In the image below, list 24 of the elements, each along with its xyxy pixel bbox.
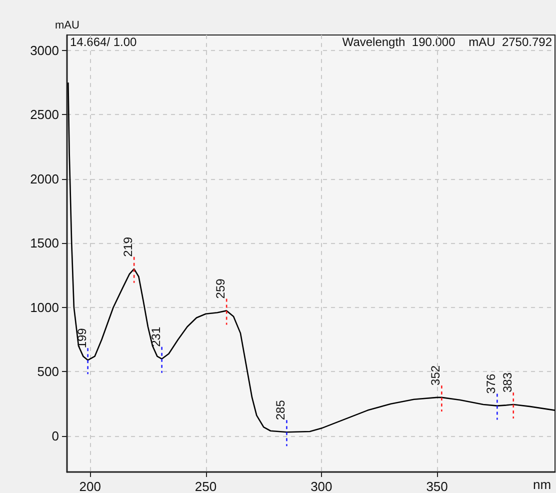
line-series [68,82,556,433]
annotation: 14.664/ 1.00 [70,35,138,49]
x-axis-title: nm [533,477,552,492]
y-tick-label: 2500 [30,107,59,122]
annotation: 259 [214,278,228,299]
annotation: 352 [428,365,443,386]
annotation: 231 [148,326,163,347]
y-tick-label: 2000 [30,171,59,186]
x-tick-label: 200 [79,479,101,493]
x-tick-label: 300 [310,479,332,493]
y-tick-label: 500 [37,364,59,380]
annotation: 199 [74,328,89,348]
annotation: 219 [121,236,136,257]
annotation: 376 [484,373,498,394]
annotation: Wavelength 190.000 mAU 2750.792 [342,35,552,49]
annotation: 383 [500,372,514,393]
y-tick-label: 1500 [30,236,59,251]
x-tick-label: 250 [194,479,217,493]
y-tick-label: 1000 [30,300,59,315]
y-axis-title: mAU [55,20,80,32]
y-tick-label: 0 [52,428,59,444]
x-tick-label: 350 [426,479,448,493]
annotation: 285 [274,400,288,420]
y-tick-label: 3000 [30,42,59,58]
